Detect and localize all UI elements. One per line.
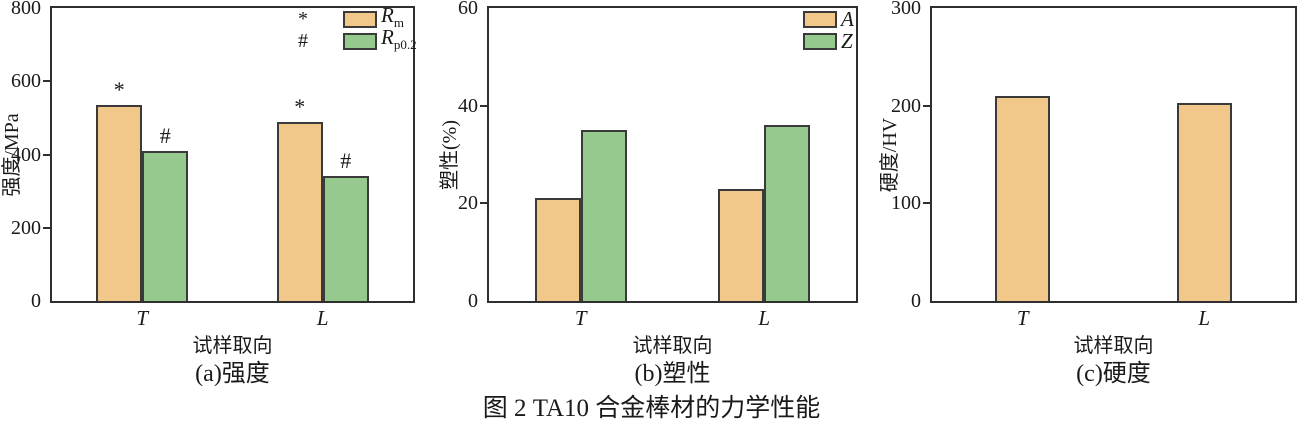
y-tick-label: 40: [458, 94, 478, 117]
x-category-label: T: [574, 306, 587, 330]
legend-row: Z: [803, 29, 854, 53]
x-category-label: T: [1016, 306, 1029, 330]
bar-T-Rp0.2: [142, 150, 189, 301]
y-tick-label: 300: [891, 0, 921, 19]
chart-panel-strength: 强度/MPa * # * # * Rm # Rp0.2 试样取向 (a)强度 0 200 400 6…: [0, 0, 434, 428]
bar-T-Rm: [96, 105, 143, 301]
x-category-label: L: [758, 306, 771, 330]
y-tick-mark: [43, 80, 50, 83]
x-category-label: L: [316, 306, 329, 330]
bar-marker: *: [113, 77, 125, 103]
y-tick-mark: [923, 202, 930, 205]
legend-row: # Rp0.2: [295, 27, 417, 53]
bar-T-A: [534, 198, 581, 301]
bar-T-Z: [580, 130, 627, 301]
x-axis-label: 试样取向: [1073, 335, 1154, 357]
figure-caption: 图 2 TA10 合金棒材的力学性能: [482, 395, 821, 422]
x-axis-label: 试样取向: [192, 335, 273, 357]
y-tick-mark: [480, 202, 487, 205]
y-tick-label: 600: [11, 70, 41, 93]
x-category-label: L: [1198, 306, 1211, 330]
x-axis-label: 试样取向: [632, 335, 713, 357]
y-tick-label: 200: [11, 216, 41, 239]
bar-marker: *: [294, 93, 306, 119]
bar-L-Rp0.2: [322, 176, 369, 301]
legend-label: Rp0.2: [381, 25, 417, 53]
y-tick-mark: [923, 104, 930, 107]
legend-swatch: [343, 33, 377, 50]
legend-swatch: [803, 11, 837, 28]
y-tick-mark: [480, 104, 487, 107]
y-tick-label: 0: [31, 290, 41, 312]
legend: * Rm # Rp0.2: [295, 5, 417, 55]
y-axis-label-plasticity: 塑性(%): [439, 120, 461, 190]
legend-row: A: [803, 7, 854, 31]
y-tick-label: 200: [891, 94, 921, 117]
bar-marker: #: [159, 122, 171, 148]
y-tick-label: 60: [458, 0, 478, 19]
subtitle-b: (b)塑性: [634, 361, 711, 387]
legend-marker: #: [298, 30, 308, 52]
subtitle-a: (a)强度: [195, 361, 270, 387]
bar-L-A: [718, 188, 765, 301]
chart-panel-hardness: 硬度/HV 试样取向 (c)硬度 0 100 200 300 T L: [868, 0, 1303, 428]
bar-T-value: [995, 95, 1051, 301]
plot-area-hardness: [930, 6, 1297, 303]
y-axis-label-hardness: 硬度/HV: [879, 117, 901, 193]
legend-label: Rm: [381, 3, 404, 31]
y-tick-label: 100: [891, 192, 921, 215]
bar-L-Rm: [276, 121, 323, 301]
y-tick-label: 20: [458, 192, 478, 215]
legend-label: A: [841, 7, 854, 31]
legend-row: * Rm: [295, 5, 417, 31]
y-tick-mark: [43, 153, 50, 156]
y-tick-mark: [43, 226, 50, 229]
y-tick-label: 0: [468, 290, 478, 312]
y-tick-label: 0: [911, 290, 921, 312]
bar-L-Z: [764, 125, 811, 301]
y-tick-label: 800: [11, 0, 41, 19]
y-tick-label: 400: [11, 143, 41, 166]
bar-L-value: [1176, 102, 1232, 301]
legend-swatch: [343, 11, 377, 28]
plot-area-strength: * # * # * Rm # Rp0.2: [50, 5, 417, 303]
legend-label: Z: [841, 29, 853, 53]
legend-swatch: [803, 33, 837, 50]
bar-marker: #: [340, 148, 352, 174]
x-category-label: T: [136, 306, 149, 330]
legend-marker: *: [298, 8, 308, 30]
subtitle-c: (c)硬度: [1076, 361, 1151, 387]
